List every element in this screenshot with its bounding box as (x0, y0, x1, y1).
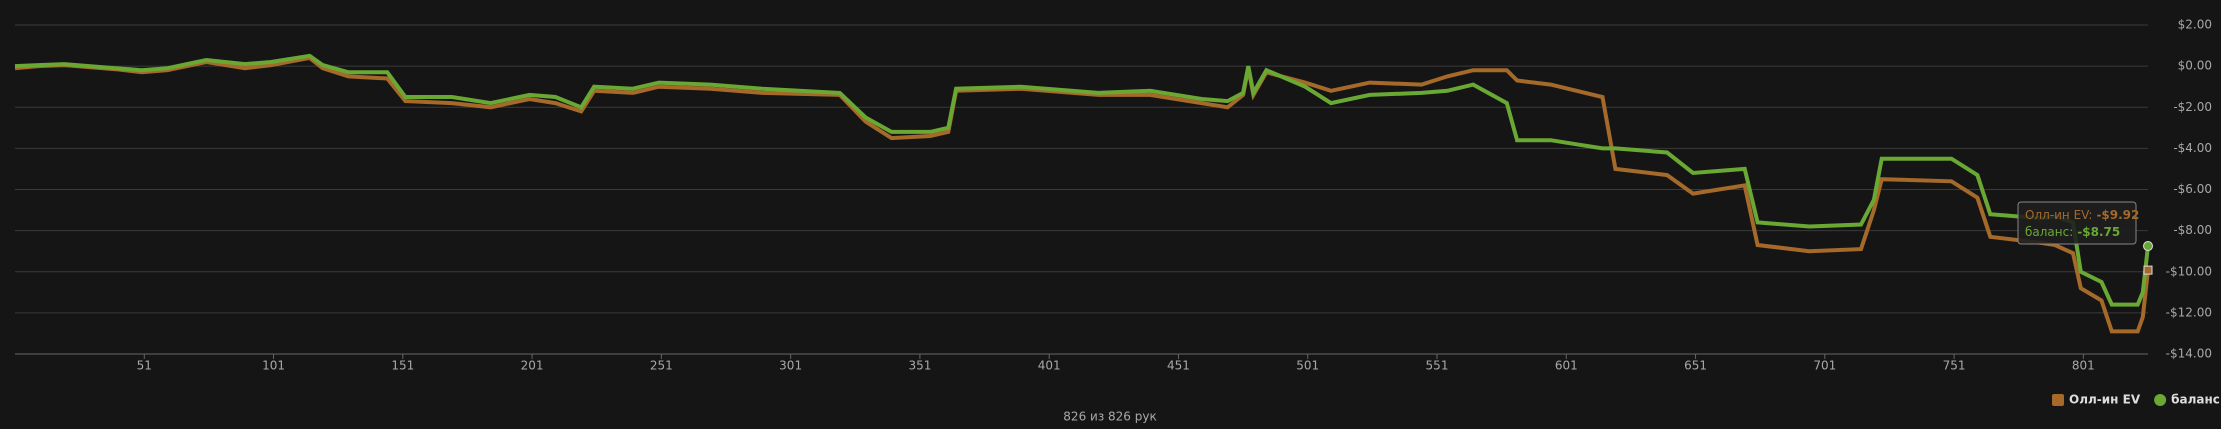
x-tick-label: 101 (262, 359, 285, 373)
legend-swatch (2052, 394, 2064, 406)
tooltip-label: Олл-ин EV: (2025, 208, 2092, 222)
x-tick-label: 601 (1555, 359, 1578, 373)
tooltip-line: баланс: -$8.75 (2025, 225, 2120, 239)
y-tick-label: $2.00 (2178, 18, 2212, 32)
legend-label: Олл-ин EV (2069, 393, 2141, 407)
y-tick-label: $0.00 (2178, 59, 2212, 73)
y-tick-label: -$6.00 (2173, 182, 2212, 196)
y-tick-label: -$14.00 (2166, 347, 2212, 361)
tooltip-value: -$8.75 (2077, 225, 2120, 239)
tooltip-line: Олл-ин EV: -$9.92 (2025, 208, 2139, 222)
x-tick-label: 51 (137, 359, 152, 373)
x-tick-label: 501 (1296, 359, 1319, 373)
legend-label: баланс (2171, 393, 2220, 407)
x-tick-label: 351 (908, 359, 931, 373)
x-tick-label: 301 (779, 359, 802, 373)
tooltip-value: -$9.92 (2096, 208, 2139, 222)
x-axis-label: 826 из 826 рук (1063, 410, 1156, 424)
y-tick-label: -$12.00 (2166, 305, 2212, 319)
series-line (14, 53, 2150, 307)
series-line (14, 55, 2150, 334)
x-tick-label: 401 (1038, 359, 1061, 373)
end-marker (2143, 241, 2153, 252)
x-tick-label: 451 (1167, 359, 1190, 373)
y-tick-label: -$8.00 (2173, 223, 2212, 237)
x-tick-label: 801 (2072, 359, 2095, 373)
tooltip-box (2017, 201, 2137, 245)
y-tick-label: -$4.00 (2173, 141, 2212, 155)
x-tick-label: 551 (1426, 359, 1449, 373)
x-tick-label: 201 (521, 359, 544, 373)
x-tick-label: 151 (391, 359, 414, 373)
y-tick-label: -$2.00 (2173, 100, 2212, 114)
tooltip: Олл-ин EV: -$9.92 баланс: -$8.75 (2017, 201, 2139, 245)
x-tick-label: 701 (1813, 359, 1836, 373)
tooltip-label: баланс: (2025, 225, 2073, 239)
x-tick-label: 251 (650, 359, 673, 373)
legend-swatch (2154, 394, 2167, 406)
x-tick-label: 651 (1684, 359, 1707, 373)
x-tick-label: 751 (1943, 359, 1966, 373)
end-marker (2143, 265, 2153, 275)
y-tick-label: -$10.00 (2166, 264, 2212, 278)
